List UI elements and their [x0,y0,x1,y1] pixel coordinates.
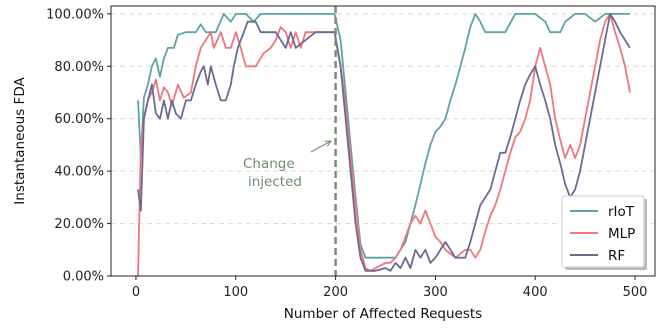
x-tick-label: 400 [523,285,548,300]
series-line-rf [137,13,631,272]
x-tick-label: 100 [223,285,248,300]
series-line-riot [137,13,630,259]
series-line-mlp [137,13,631,277]
annotation-arrow [310,141,331,153]
y-tick-label: 20.00% [54,217,104,232]
change-annotation: Change injected [243,141,331,190]
x-tick-label: 300 [423,285,448,300]
legend-label-riot: rIoT [608,204,635,220]
legend-label-mlp: MLP [608,226,635,242]
x-axis-ticks: 0 100 200 300 400 500 [132,276,648,300]
y-tick-label: 0.00% [63,270,104,285]
y-axis-label: Instantaneous FDA [12,77,28,205]
x-tick-label: 200 [323,285,348,300]
y-tick-label: 60.00% [54,112,104,127]
legend-label-rf: RF [608,248,625,264]
y-axis-ticks: 0.00% 20.00% 40.00% 60.00% 80.00% 100.00% [46,7,111,285]
y-tick-label: 80.00% [54,60,104,75]
annotation-text-line1: Change [243,156,295,172]
x-tick-label: 0 [132,285,140,300]
plot-frame [110,5,656,277]
legend: rIoT MLP RF [561,195,647,270]
series-lines [137,13,631,277]
y-tick-label: 40.00% [54,165,104,180]
x-axis-label: Number of Affected Requests [284,306,482,322]
y-tick-label: 100.00% [46,7,104,22]
annotation-text-line2: injected [248,174,302,190]
legend-box [561,195,645,268]
x-tick-label: 500 [623,285,648,300]
